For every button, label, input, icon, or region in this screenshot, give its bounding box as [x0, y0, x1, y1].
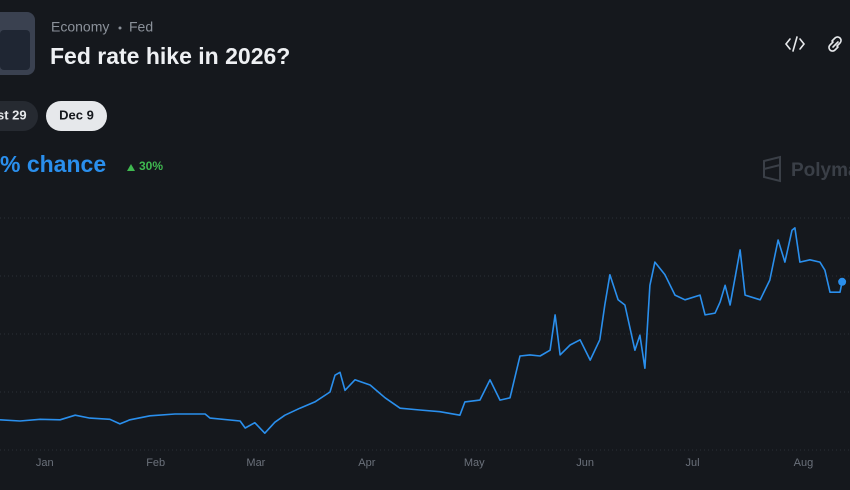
watermark-logo — [763, 155, 781, 183]
embed-glyph — [784, 36, 806, 52]
change: 30% — [139, 159, 163, 173]
x-tick-label: Feb — [146, 457, 165, 469]
x-tick-label: Jun — [576, 457, 594, 469]
x-tick-label: Aug — [794, 457, 814, 469]
x-tick-label: Jul — [685, 457, 699, 469]
x-tick-label: Mar — [246, 457, 265, 469]
separator — [118, 26, 122, 30]
date-tab-active[interactable] — [46, 101, 107, 131]
chance-label: % chance — [0, 151, 106, 177]
logo-glyph — [763, 155, 781, 183]
category[interactable]: Economy — [51, 19, 109, 35]
tag[interactable]: Fed — [129, 19, 153, 35]
date-tab-label: st 29 — [0, 107, 27, 122]
embed-icon[interactable] — [784, 36, 806, 52]
price-line — [0, 227, 843, 434]
link-glyph — [828, 36, 842, 52]
change-arrow — [127, 164, 135, 171]
date-tab-label: Dec 9 — [59, 107, 94, 122]
title: Fed rate hike in 2026? — [50, 43, 290, 69]
x-tick-label: Apr — [358, 457, 375, 469]
watermark: Polyma — [791, 160, 850, 181]
link-icon[interactable] — [828, 36, 842, 52]
x-tick-label: May — [464, 457, 485, 469]
current-point — [838, 277, 847, 286]
x-tick-label: Jan — [36, 457, 54, 469]
date-tab[interactable] — [0, 101, 38, 131]
market-image-detail — [0, 30, 30, 70]
